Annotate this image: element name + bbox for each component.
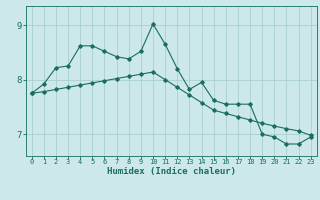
X-axis label: Humidex (Indice chaleur): Humidex (Indice chaleur) [107,167,236,176]
